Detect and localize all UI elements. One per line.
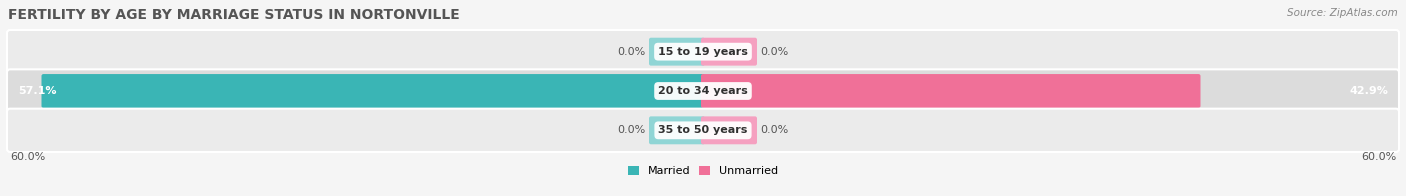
Text: 42.9%: 42.9%	[1350, 86, 1388, 96]
FancyBboxPatch shape	[42, 74, 704, 108]
FancyBboxPatch shape	[7, 30, 1399, 73]
FancyBboxPatch shape	[702, 74, 1201, 108]
Text: 57.1%: 57.1%	[18, 86, 56, 96]
Text: FERTILITY BY AGE BY MARRIAGE STATUS IN NORTONVILLE: FERTILITY BY AGE BY MARRIAGE STATUS IN N…	[8, 8, 460, 22]
FancyBboxPatch shape	[702, 38, 756, 66]
Text: 15 to 19 years: 15 to 19 years	[658, 47, 748, 57]
Text: 60.0%: 60.0%	[10, 152, 45, 162]
FancyBboxPatch shape	[7, 109, 1399, 152]
Text: 60.0%: 60.0%	[1361, 152, 1396, 162]
FancyBboxPatch shape	[650, 116, 704, 144]
Text: Source: ZipAtlas.com: Source: ZipAtlas.com	[1288, 8, 1398, 18]
FancyBboxPatch shape	[650, 38, 704, 66]
Text: 0.0%: 0.0%	[617, 125, 645, 135]
Text: 0.0%: 0.0%	[761, 47, 789, 57]
Text: 0.0%: 0.0%	[761, 125, 789, 135]
FancyBboxPatch shape	[7, 69, 1399, 113]
Text: 0.0%: 0.0%	[617, 47, 645, 57]
Legend: Married, Unmarried: Married, Unmarried	[627, 166, 779, 176]
Text: 35 to 50 years: 35 to 50 years	[658, 125, 748, 135]
Text: 20 to 34 years: 20 to 34 years	[658, 86, 748, 96]
FancyBboxPatch shape	[702, 116, 756, 144]
